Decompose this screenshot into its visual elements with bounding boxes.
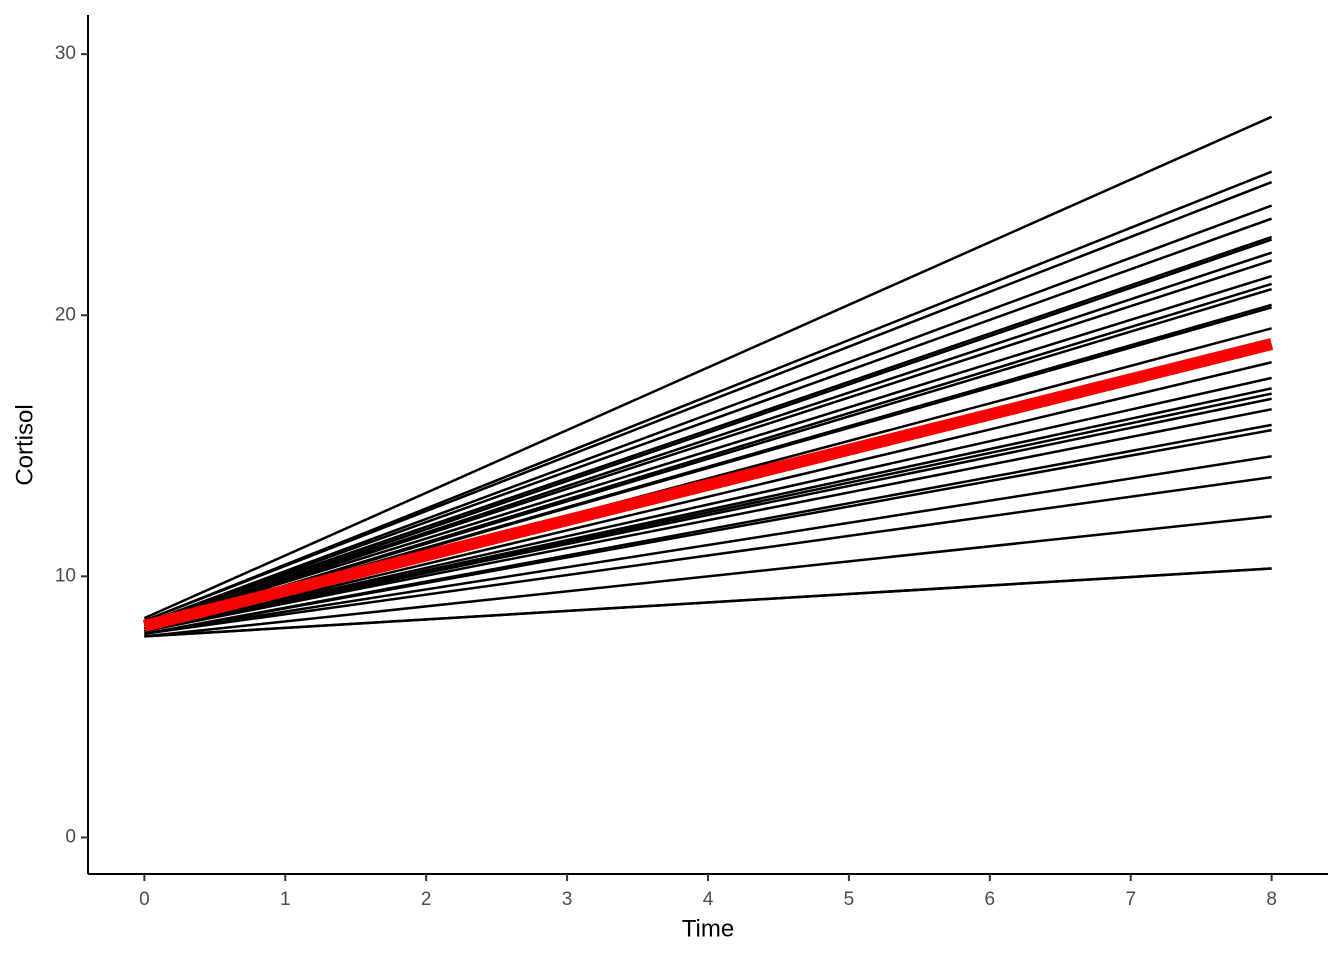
- series-line: [144, 361, 1272, 633]
- series-line: [143, 259, 1273, 628]
- x-tick-label: 5: [844, 889, 855, 910]
- series-line: [144, 287, 1273, 630]
- series-line: [143, 180, 1273, 622]
- series-line: [144, 376, 1272, 633]
- series-line: [143, 238, 1273, 628]
- x-tick-label: 3: [562, 889, 573, 910]
- x-tick-label: 4: [703, 889, 714, 910]
- series-line: [144, 408, 1272, 633]
- series-line: [144, 455, 1272, 636]
- y-tick-label: 30: [55, 43, 76, 64]
- series-line: [142, 338, 1274, 632]
- x-tick-label: 7: [1125, 889, 1136, 910]
- series-line: [144, 475, 1272, 636]
- x-tick-label: 8: [1266, 889, 1277, 910]
- x-axis-title: Time: [682, 915, 734, 942]
- y-axis-title: Cortisol: [11, 404, 38, 485]
- series-line: [143, 170, 1273, 622]
- y-tick-label: 10: [55, 565, 76, 586]
- series-line: [143, 204, 1273, 625]
- series-line: [143, 217, 1273, 625]
- x-tick-label: 6: [985, 889, 996, 910]
- series-line: [144, 428, 1272, 636]
- x-tick-label: 2: [421, 889, 432, 910]
- y-tick-label: 0: [65, 826, 76, 847]
- series-line: [144, 515, 1272, 638]
- series-line: [144, 397, 1272, 633]
- y-tick-label: 20: [55, 304, 76, 325]
- series-line: [144, 567, 1272, 638]
- x-tick-label: 1: [280, 889, 291, 910]
- series-line: [143, 274, 1273, 628]
- series-line: [143, 235, 1273, 625]
- x-tick-label: 0: [139, 889, 150, 910]
- series-line: [143, 115, 1273, 620]
